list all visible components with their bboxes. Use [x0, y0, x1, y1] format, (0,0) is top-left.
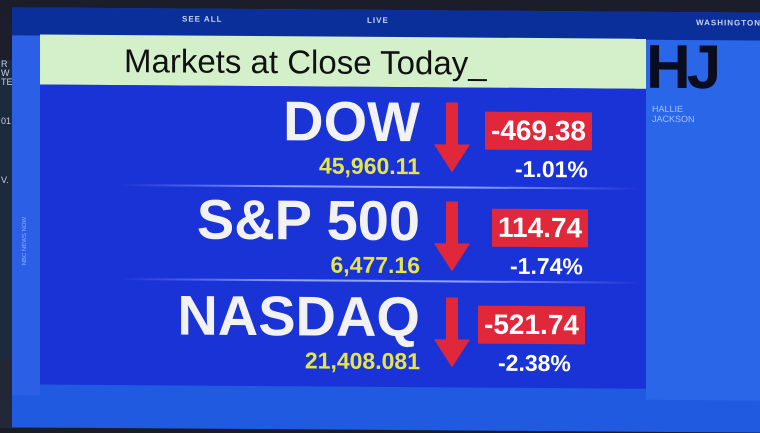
- index-row-sp500: S&P 500 6,477.16 114.74 -1.74%: [40, 187, 646, 288]
- down-arrow-icon: [434, 201, 470, 272]
- left-strip: NBC NEWS NOW: [12, 35, 40, 396]
- side-text: W: [1, 68, 10, 78]
- change-badge: -469.38: [485, 111, 592, 151]
- page-title: Markets at Close Today_: [124, 42, 487, 82]
- host-initials: HJ: [646, 32, 718, 103]
- index-level: 6,477.16: [330, 251, 420, 279]
- studio-background-text: R W TE 01 V.: [0, 60, 14, 360]
- host-panel: HJ HALLIE JACKSON: [646, 32, 760, 401]
- down-arrow-icon: [434, 297, 470, 368]
- index-level: 21,408.081: [304, 347, 420, 375]
- change-badge: 114.74: [492, 208, 589, 248]
- markets-panel: DOW 45,960.11 -469.38 -1.01% S&P 500 6,4…: [40, 84, 646, 389]
- percent-change: -2.38%: [498, 349, 571, 377]
- host-first-name: HALLIE: [652, 103, 684, 115]
- host-name: HALLIE JACKSON: [652, 104, 695, 124]
- index-row-dow: DOW 45,960.11 -469.38 -1.01%: [40, 89, 646, 189]
- location-label: WASHINGTON: [696, 18, 760, 28]
- percent-change: -1.01%: [515, 155, 588, 183]
- change-badge: -521.74: [478, 305, 585, 345]
- index-name: NASDAQ: [177, 283, 420, 349]
- network-label: NBC NEWS NOW: [22, 216, 28, 266]
- side-text: V.: [1, 175, 9, 185]
- down-arrow-icon: [434, 102, 470, 173]
- tv-screen: SEE ALL LIVE WASHINGTON NBC NEWS NOW HJ …: [12, 7, 760, 433]
- see-all-link[interactable]: SEE ALL: [182, 14, 223, 24]
- percent-change: -1.74%: [510, 252, 583, 280]
- side-text: R: [1, 59, 8, 69]
- side-text: TE: [1, 77, 13, 87]
- title-bar: Markets at Close Today_: [40, 34, 646, 89]
- index-level: 45,960.11: [318, 152, 420, 180]
- side-text: 01: [1, 116, 12, 126]
- index-row-nasdaq: NASDAQ 21,408.081 -521.74 -2.38%: [40, 283, 646, 384]
- index-name: S&P 500: [196, 187, 420, 253]
- live-label: LIVE: [367, 15, 389, 25]
- index-name: DOW: [283, 89, 420, 154]
- host-last-name: JACKSON: [652, 113, 695, 125]
